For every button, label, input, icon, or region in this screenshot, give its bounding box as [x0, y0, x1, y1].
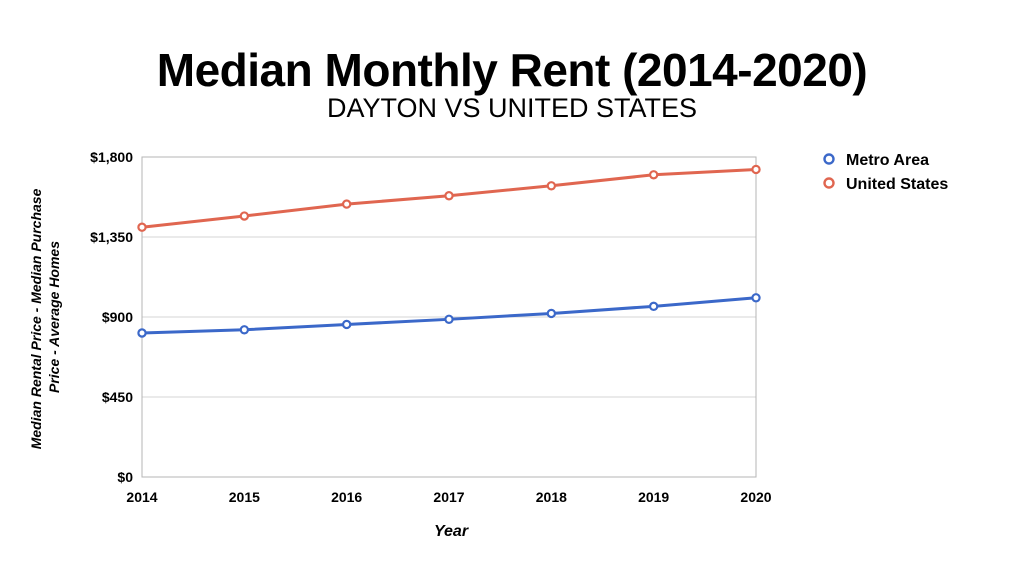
data-point-united-states [648, 170, 659, 180]
legend-label: United States [846, 176, 948, 193]
data-point-united-states [444, 191, 454, 201]
x-tick-label: 2017 [433, 489, 464, 505]
x-tick-label: 2020 [740, 489, 771, 505]
legend: Metro Area United States [823, 152, 948, 193]
x-tick-label: 2018 [536, 489, 567, 505]
x-tick-label: 2015 [229, 489, 260, 505]
series-lines [137, 164, 761, 338]
legend-item-united-states: United States [823, 176, 948, 193]
series-united-states [137, 164, 761, 232]
y-tick-label: $450 [102, 389, 133, 405]
y-tick-label: $1,800 [90, 149, 133, 165]
legend-marker [823, 153, 835, 165]
y-tick-label: $900 [102, 309, 133, 325]
legend-item-metro-area: Metro Area [823, 152, 929, 169]
data-point-metro-area [648, 301, 659, 312]
data-point-united-states [751, 164, 761, 175]
series-metro-area [137, 293, 761, 338]
y-tick-label: $0 [117, 469, 133, 485]
chart-title: Median Monthly Rent (2014-2020) [156, 44, 868, 96]
x-tick-label: 2016 [331, 489, 362, 505]
chart-subtitle: DAYTON VS UNITED STATES [326, 93, 698, 123]
legend-marker [823, 177, 835, 189]
y-axis-label-line1: Median Rental Price - Median Purchase [28, 188, 44, 449]
y-tick-label: $1,350 [90, 229, 133, 245]
x-axis-label: Year [434, 523, 469, 540]
data-point-metro-area [444, 314, 454, 325]
data-point-united-states [341, 199, 352, 209]
data-point-united-states [239, 211, 250, 221]
data-point-metro-area [239, 325, 250, 335]
data-point-metro-area [751, 293, 761, 303]
data-point-united-states [546, 181, 557, 191]
x-tick-label: 2019 [638, 489, 669, 505]
data-point-united-states [137, 222, 147, 232]
y-axis-label-line2: Price - Average Homes [46, 241, 62, 393]
y-axis-label: Median Rental Price - Median Purchase Pr… [28, 185, 62, 450]
data-point-metro-area [341, 319, 352, 330]
x-tick-labels: 2014 2015 2016 2017 2018 2019 2020 [126, 489, 771, 505]
y-tick-labels: $0 $450 $900 $1,350 $1,800 [90, 149, 133, 485]
data-point-metro-area [137, 328, 147, 338]
x-tick-label: 2014 [126, 489, 157, 505]
data-point-metro-area [546, 308, 557, 319]
plot-frame [141, 156, 757, 478]
legend-label: Metro Area [846, 152, 929, 169]
